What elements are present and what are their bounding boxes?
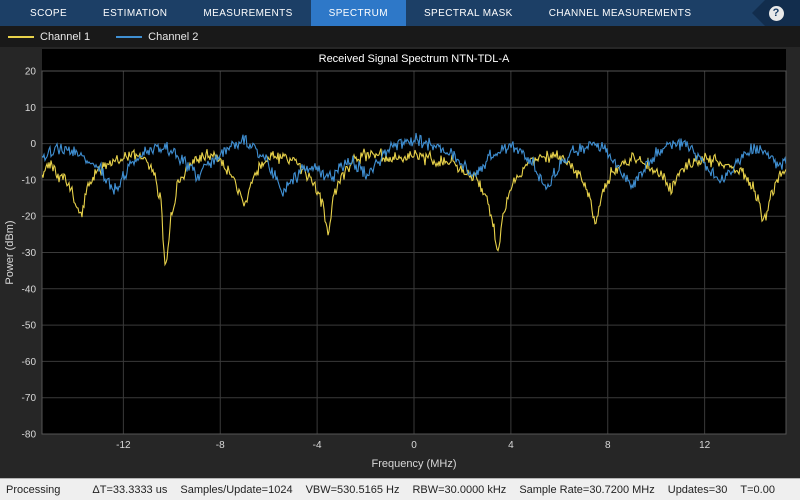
y-axis-label: Power (dBm) — [4, 220, 16, 284]
tab-spectrum[interactable]: SPECTRUM — [310, 0, 406, 26]
legend-label-channel-1: Channel 1 — [40, 30, 91, 43]
status-metric-sample-rate: Sample Rate=30.7200 MHz — [519, 483, 655, 496]
y-tick-label: -70 — [22, 393, 37, 404]
x-tick-label: 4 — [508, 440, 514, 451]
legend-label-channel-2: Channel 2 — [148, 30, 199, 43]
x-axis-label: Frequency (MHz) — [372, 458, 457, 470]
status-metric-vbw: VBW=530.5165 Hz — [305, 483, 400, 496]
y-tick-label: -50 — [22, 321, 37, 332]
scope-body: 20 10 0 -10 -20 -30 -40 -50 -60 -70 -80 -12 -8 -4 0 4 8 1… — [0, 47, 800, 478]
status-metric-rbw: RBW=30.0000 kHz — [412, 483, 507, 496]
tab-label: MEASUREMENTS — [203, 7, 293, 19]
y-tick-label: -30 — [22, 248, 37, 259]
tab-measurements[interactable]: MEASUREMENTS — [185, 0, 310, 26]
status-metric-delta-t: ΔT=33.3333 us — [92, 483, 168, 496]
status-state: Processing — [6, 483, 61, 496]
status-metric-samples-per-update: Samples/Update=1024 — [180, 483, 293, 496]
toolstrip-tabbar: SCOPE ESTIMATION MEASUREMENTS SPECTRUM S… — [0, 0, 800, 26]
y-tick-label: -80 — [22, 430, 37, 441]
y-tick-label: 0 — [30, 139, 36, 150]
tab-label: SPECTRAL MASK — [423, 7, 513, 19]
x-tick-label: -12 — [116, 440, 131, 451]
x-tick-label: -8 — [216, 440, 225, 451]
y-tick-label: -10 — [22, 175, 37, 186]
status-bar: Processing ΔT=33.3333 us Samples/Update=… — [0, 478, 800, 500]
tab-label: SPECTRUM — [328, 7, 388, 19]
y-tick-label: -40 — [22, 284, 37, 295]
channel-2-line-swatch — [116, 35, 143, 38]
tab-channel-measurements[interactable]: CHANNEL MEASUREMENTS — [531, 0, 710, 26]
question-icon: ? — [768, 5, 784, 21]
tab-label: SCOPE — [30, 7, 68, 19]
tab-estimation[interactable]: ESTIMATION — [85, 0, 185, 26]
chart-title: Received Signal Spectrum NTN-TDL-A — [319, 53, 510, 65]
tab-scope[interactable]: SCOPE — [12, 0, 85, 26]
y-tick-label: 20 — [25, 67, 37, 78]
legend-item-channel-1[interactable]: Channel 1 — [8, 31, 90, 43]
trace-channel-2 — [42, 132, 786, 197]
channel-1-line-swatch — [8, 35, 34, 38]
x-tick-label: -4 — [313, 440, 322, 451]
tab-label: ESTIMATION — [103, 7, 168, 19]
x-tick-label: 0 — [411, 440, 417, 451]
tab-spectral-mask[interactable]: SPECTRAL MASK — [406, 0, 531, 26]
tab-label: CHANNEL MEASUREMENTS — [548, 7, 692, 19]
status-metric-time: T=0.00 — [740, 483, 775, 496]
legend-item-channel-2[interactable]: Channel 2 — [116, 31, 198, 43]
status-metric-updates: Updates=30 — [667, 483, 728, 496]
trace-channel-1 — [42, 148, 786, 267]
x-tick-label: 8 — [605, 440, 611, 451]
legend: Channel 1 Channel 2 — [0, 26, 800, 47]
axes-border — [41, 70, 787, 435]
status-metrics: ΔT=33.3333 us Samples/Update=1024 VBW=53… — [92, 484, 775, 496]
help-button[interactable]: ? — [752, 0, 800, 26]
x-tick-label: 12 — [699, 440, 711, 451]
y-tick-label: -20 — [22, 212, 37, 223]
y-tick-label: -60 — [22, 357, 37, 368]
y-tick-label: 10 — [25, 103, 37, 114]
